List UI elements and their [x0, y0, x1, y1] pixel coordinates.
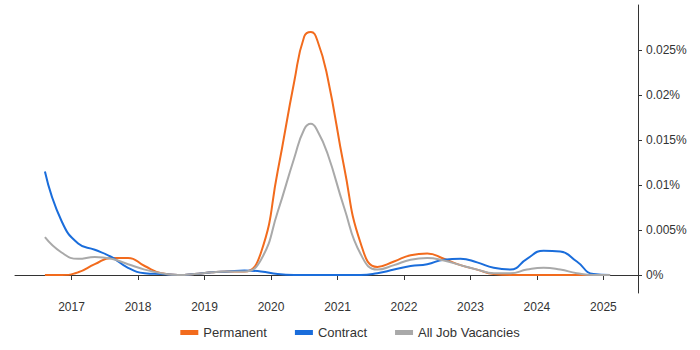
svg-text:2018: 2018 [125, 300, 152, 314]
svg-text:2025: 2025 [590, 300, 617, 314]
svg-text:0.025%: 0.025% [646, 43, 687, 57]
svg-text:0.005%: 0.005% [646, 223, 687, 237]
svg-text:All Job Vacancies: All Job Vacancies [418, 325, 520, 340]
svg-text:Contract: Contract [318, 325, 368, 340]
svg-text:2020: 2020 [258, 300, 285, 314]
svg-text:2022: 2022 [391, 300, 418, 314]
svg-text:2017: 2017 [58, 300, 85, 314]
svg-text:2024: 2024 [524, 300, 551, 314]
svg-text:0.02%: 0.02% [646, 88, 680, 102]
svg-text:2019: 2019 [191, 300, 218, 314]
svg-text:2023: 2023 [457, 300, 484, 314]
svg-text:0.015%: 0.015% [646, 133, 687, 147]
svg-text:2021: 2021 [324, 300, 351, 314]
svg-text:0.01%: 0.01% [646, 178, 680, 192]
svg-text:0%: 0% [646, 268, 664, 282]
svg-text:Permanent: Permanent [203, 325, 267, 340]
